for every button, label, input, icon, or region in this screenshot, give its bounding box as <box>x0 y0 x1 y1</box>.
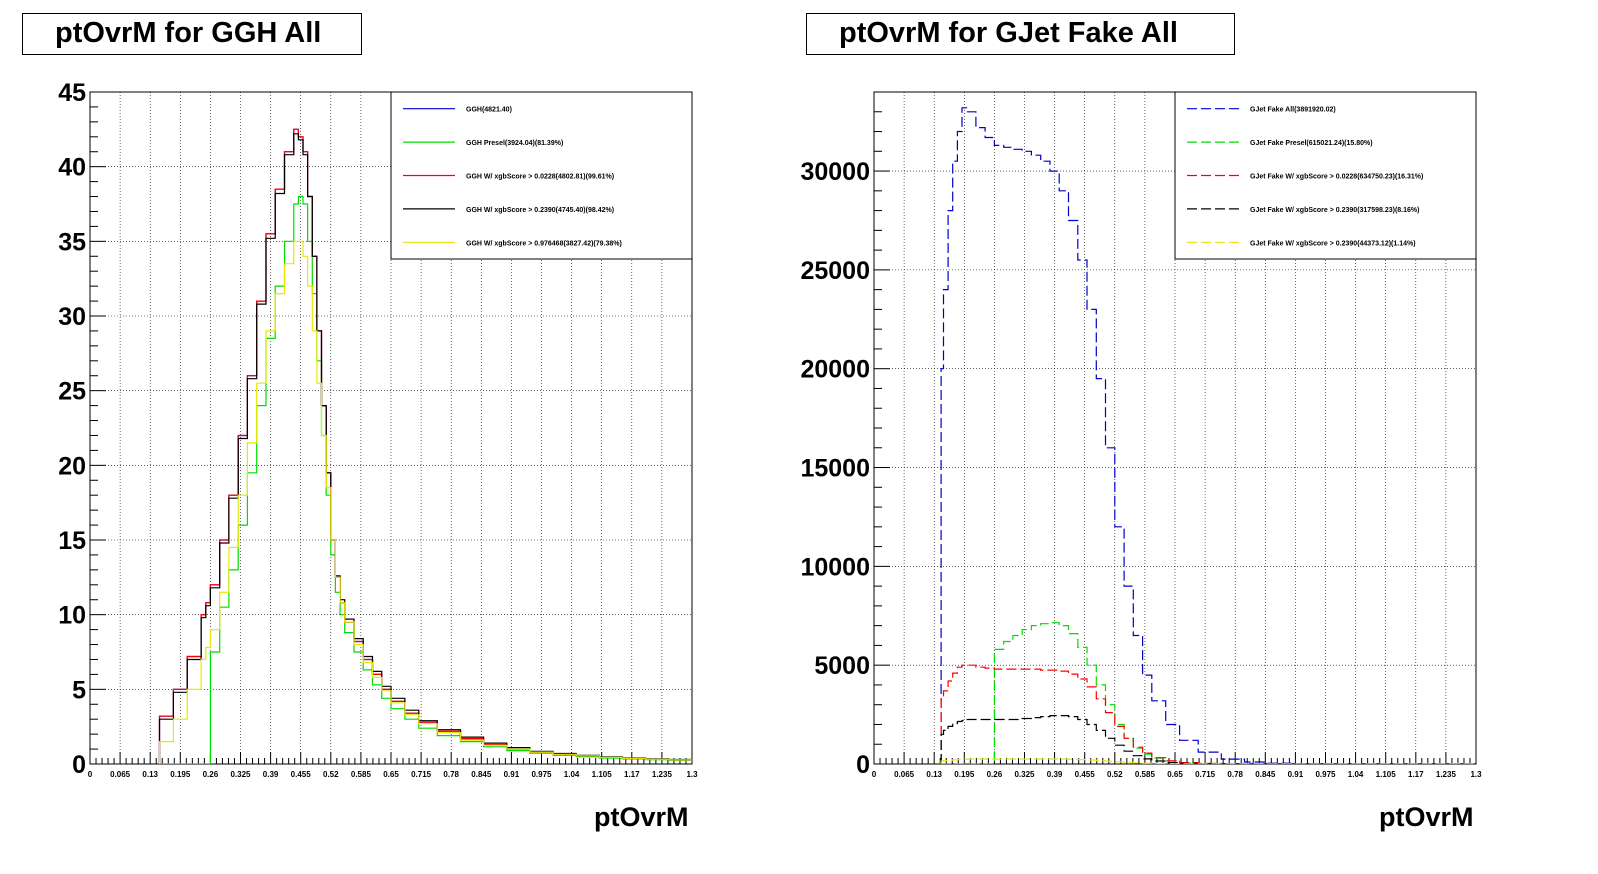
y-tick-label: 5 <box>72 676 86 704</box>
legend-label: GGH Presel(3924.04)(81.39%) <box>466 140 563 147</box>
x-tick-label: 0 <box>88 770 93 779</box>
x-tick-label: 0.585 <box>351 770 372 779</box>
x-tick-label: 1.04 <box>564 770 580 779</box>
x-tick-label: 0.975 <box>531 770 552 779</box>
x-tick-label: 0.78 <box>1227 770 1243 779</box>
series-line-4 <box>158 240 692 764</box>
x-tick-label: 1.235 <box>652 770 673 779</box>
x-tick-label: 0.455 <box>291 770 312 779</box>
series-line-0 <box>940 107 1476 764</box>
y-tick-label: 35 <box>58 228 86 256</box>
y-tick-label: 10000 <box>800 553 870 581</box>
y-tick-label: 30 <box>58 303 86 331</box>
chart-panel-1: 0 0.065 0.13 0.195 0.26 0.325 0.39 0.455 0.52 0.5… <box>800 91 1482 779</box>
x-tick-label: 0.13 <box>926 770 942 779</box>
x-tick-label: 0.975 <box>1315 770 1336 779</box>
y-tick-label: 5000 <box>814 652 870 680</box>
x-tick-label: 0.39 <box>1047 770 1063 779</box>
y-tick-label: 20 <box>58 452 86 480</box>
legend-label: GGH(4821.40) <box>466 107 512 114</box>
x-tick-label: 0.455 <box>1075 770 1096 779</box>
y-tick-label: 0 <box>856 751 870 779</box>
x-axis-label-left: ptOvrM <box>594 802 689 832</box>
x-tick-label: 0.65 <box>1167 770 1183 779</box>
y-tick-label: 25 <box>58 378 86 406</box>
series-line-3 <box>940 715 1476 764</box>
x-tick-label: 0.325 <box>1014 770 1035 779</box>
x-tick-label: 0.845 <box>471 770 492 779</box>
x-tick-label: 1.04 <box>1348 770 1364 779</box>
x-tick-label: 1.235 <box>1436 770 1457 779</box>
x-tick-label: 1.3 <box>686 770 698 779</box>
x-tick-label: 0.52 <box>1107 770 1123 779</box>
chart-title-left: ptOvrM for GGH All <box>22 13 362 55</box>
x-tick-label: 0.195 <box>170 770 191 779</box>
legend-label: GJet Fake W/ xgbScore > 0.2390(44373.12)… <box>1250 240 1416 247</box>
x-tick-label: 1.17 <box>624 770 640 779</box>
x-tick-label: 0.715 <box>1195 770 1216 779</box>
y-tick-label: 15000 <box>800 455 870 483</box>
x-tick-label: 1.105 <box>592 770 613 779</box>
legend-label: GJet Fake All(3891920.02) <box>1250 107 1336 114</box>
x-tick-label: 0.26 <box>203 770 219 779</box>
x-tick-label: 0.065 <box>894 770 915 779</box>
y-tick-label: 40 <box>58 154 86 182</box>
legend-box <box>1174 91 1477 260</box>
y-tick-label: 25000 <box>800 257 870 285</box>
x-tick-label: 1.3 <box>1470 770 1482 779</box>
x-tick-label: 0.91 <box>1288 770 1304 779</box>
chart-panel-0: 0 0.065 0.13 0.195 0.26 0.325 0.39 0.455 0.52 0.5… <box>58 79 698 779</box>
y-tick-label: 15 <box>58 527 86 555</box>
y-tick-label: 20000 <box>800 356 870 384</box>
legend-label: GGH W/ xgbScore > 0.0228(4802.81)(99.61%… <box>466 174 614 181</box>
x-tick-label: 1.105 <box>1376 770 1397 779</box>
x-tick-label: 0.65 <box>383 770 399 779</box>
x-tick-label: 0.91 <box>504 770 520 779</box>
y-tick-label: 10 <box>58 602 86 630</box>
x-tick-label: 0.13 <box>142 770 158 779</box>
y-tick-label: 0 <box>72 751 86 779</box>
x-axis-label-right: ptOvrM <box>1379 802 1474 832</box>
x-tick-label: 0.195 <box>954 770 975 779</box>
x-tick-label: 0.065 <box>110 770 131 779</box>
x-tick-label: 1.17 <box>1408 770 1424 779</box>
legend-label: GJet Fake W/ xgbScore > 0.2390(317598.23… <box>1250 207 1419 214</box>
legend-label: GGH W/ xgbScore > 0.976468(3827.42)(79.3… <box>466 240 622 247</box>
legend-label: GGH W/ xgbScore > 0.2390(4745.40)(98.42%… <box>466 207 614 214</box>
x-tick-label: 0 <box>872 770 877 779</box>
x-tick-label: 0.325 <box>230 770 251 779</box>
x-tick-label: 0.26 <box>987 770 1003 779</box>
x-tick-label: 0.845 <box>1255 770 1276 779</box>
x-tick-label: 0.52 <box>323 770 339 779</box>
chart-title-right: ptOvrM for GJet Fake All <box>806 13 1235 55</box>
y-tick-label: 45 <box>58 79 86 107</box>
legend-label: GJet Fake W/ xgbScore > 0.0228(634750.23… <box>1250 174 1423 181</box>
x-tick-label: 0.78 <box>443 770 459 779</box>
legend-label: GJet Fake Presel(615021.24)(15.80%) <box>1250 140 1373 147</box>
series-line-4 <box>940 758 1476 764</box>
x-tick-label: 0.39 <box>263 770 279 779</box>
x-tick-label: 0.585 <box>1135 770 1156 779</box>
y-tick-label: 30000 <box>800 158 870 186</box>
x-tick-label: 0.715 <box>411 770 432 779</box>
series-line-2 <box>940 664 1476 764</box>
